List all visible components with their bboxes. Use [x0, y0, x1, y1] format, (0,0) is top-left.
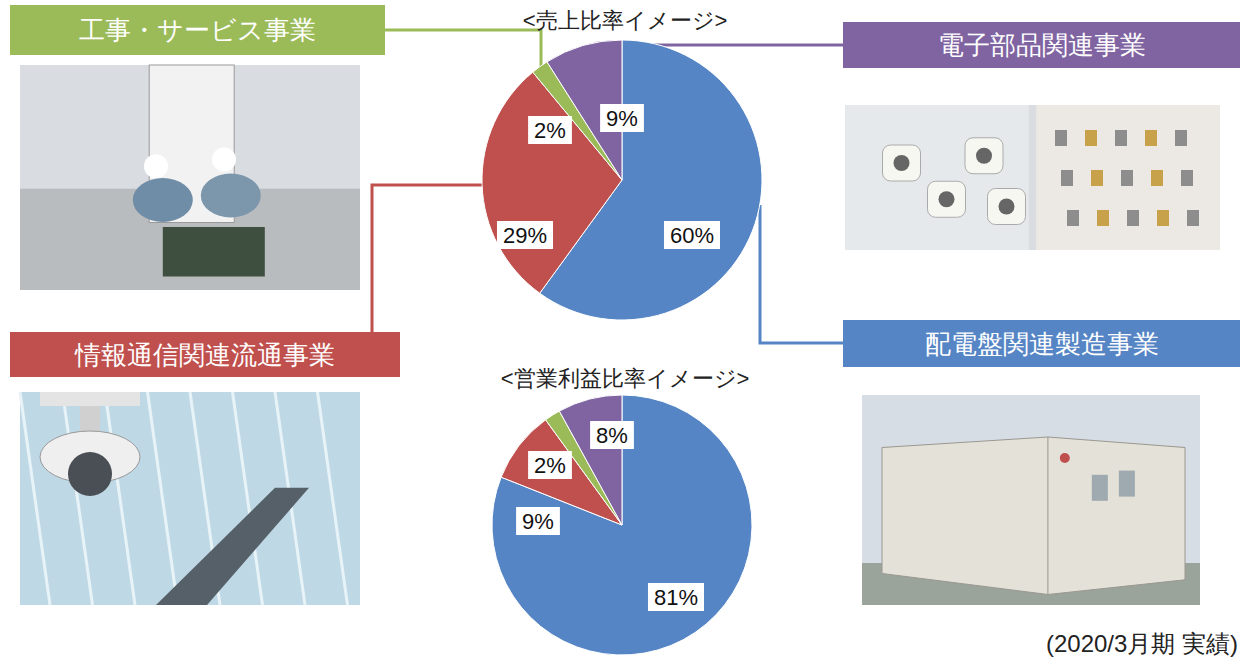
svg-text:情報通信関連流通事業: 情報通信関連流通事業	[74, 340, 335, 370]
svg-text:81%: 81%	[654, 585, 698, 610]
svg-text:<営業利益比率イメージ>: <営業利益比率イメージ>	[501, 366, 750, 391]
svg-text:60%: 60%	[670, 223, 714, 248]
svg-text:8%: 8%	[596, 423, 628, 448]
svg-text:2%: 2%	[534, 453, 566, 478]
svg-text:29%: 29%	[503, 223, 547, 248]
svg-text:9%: 9%	[606, 106, 638, 131]
svg-text:9%: 9%	[522, 509, 554, 534]
svg-text:配電盤関連製造事業: 配電盤関連製造事業	[925, 329, 1159, 359]
svg-text:<売上比率イメージ>: <売上比率イメージ>	[523, 8, 728, 33]
svg-text:2%: 2%	[534, 118, 566, 143]
svg-text:工事・サービス事業: 工事・サービス事業	[79, 15, 316, 45]
svg-text:電子部品関連事業: 電子部品関連事業	[938, 30, 1146, 60]
html-text:(2020/3月期 実績): (2020/3月期 実績)	[1045, 630, 1238, 657]
